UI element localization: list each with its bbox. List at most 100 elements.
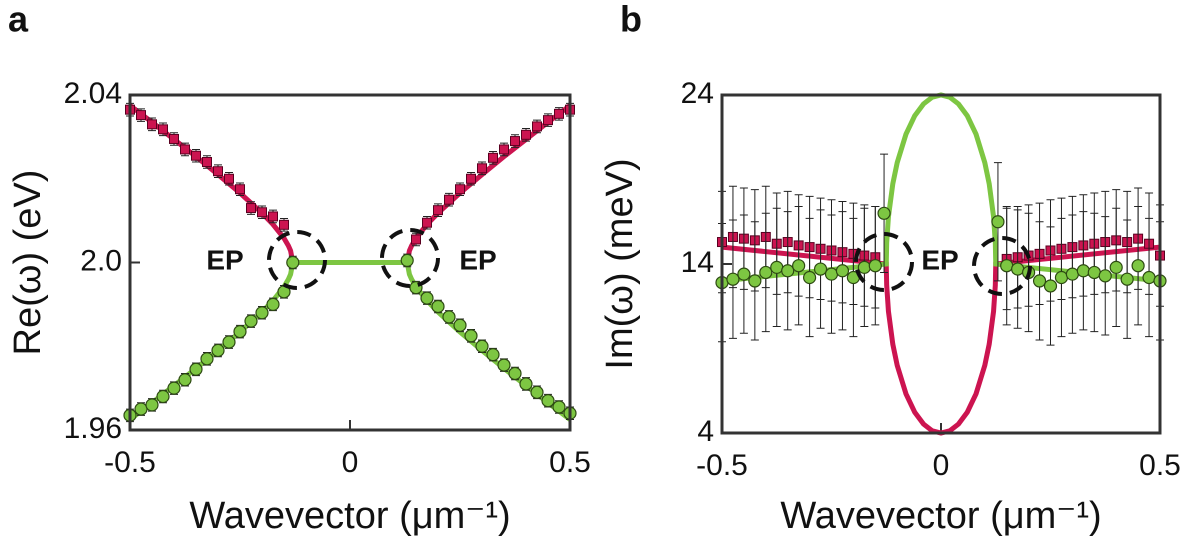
y-tick-label: 24	[681, 77, 714, 110]
ep-circle	[380, 228, 440, 288]
data-point	[781, 264, 795, 278]
y-tick-label: 4	[697, 415, 714, 448]
panel-label: b	[620, 0, 642, 40]
y-axis-title: Re(ω) (eV)	[7, 170, 49, 356]
data-point	[1076, 264, 1090, 278]
data-point	[466, 173, 476, 184]
data-point	[246, 203, 256, 214]
data-point	[191, 150, 201, 161]
panel-label: a	[8, 0, 29, 40]
data-point	[257, 207, 267, 218]
y-tick-label: 14	[681, 246, 714, 279]
data-point	[464, 329, 478, 343]
data-point	[488, 152, 498, 163]
data-point	[279, 219, 289, 230]
data-point	[400, 253, 414, 268]
data-point	[1000, 259, 1014, 273]
data-point	[519, 377, 533, 391]
ep-circle	[854, 232, 914, 292]
data-point	[770, 260, 784, 274]
x-tick-label: 0	[342, 446, 359, 479]
data-point	[857, 260, 871, 274]
data-point	[136, 110, 146, 121]
data-point	[1032, 274, 1047, 288]
data-point	[433, 205, 443, 216]
ep-circle	[972, 236, 1032, 296]
data-point	[255, 306, 269, 320]
data-point	[158, 124, 168, 135]
data-point	[222, 335, 236, 349]
data-point	[211, 343, 225, 358]
data-point	[835, 264, 850, 278]
theory-curve	[128, 103, 572, 263]
y-tick-label: 2.04	[64, 77, 122, 110]
data-point	[726, 272, 740, 286]
data-point	[1142, 270, 1156, 285]
data-point	[868, 259, 882, 273]
data-point	[422, 217, 432, 228]
x-tick-label: -0.5	[696, 449, 748, 482]
data-point	[1065, 267, 1080, 281]
data-point	[737, 267, 751, 281]
data-point	[475, 339, 489, 353]
x-tick-label: -0.5	[104, 446, 156, 479]
data-point	[541, 394, 555, 408]
data-point	[167, 381, 181, 395]
data-point	[508, 366, 522, 381]
data-point	[266, 297, 280, 311]
data-point	[156, 389, 170, 404]
data-point	[748, 274, 762, 288]
data-point	[235, 184, 245, 195]
data-point	[411, 234, 421, 245]
data-point	[824, 267, 839, 281]
data-point	[147, 119, 157, 130]
data-point	[189, 362, 203, 376]
data-point	[1011, 262, 1025, 276]
data-point	[455, 184, 465, 195]
data-point	[521, 129, 531, 140]
x-axis-title: Wavevector (μm⁻¹)	[780, 495, 1101, 537]
y-axis-title: Im(ω) (meV)	[599, 158, 641, 369]
y-tick-label: 2.0	[80, 244, 122, 277]
data-point	[224, 173, 234, 184]
y-tick-label: 1.96	[64, 412, 122, 445]
plot-frame	[128, 93, 572, 432]
data-point	[510, 136, 520, 147]
annotation: EP	[206, 244, 243, 275]
data-point	[802, 270, 817, 285]
data-point	[233, 324, 247, 339]
data-point	[431, 299, 445, 314]
data-point	[244, 314, 258, 328]
plot-frame	[720, 93, 1162, 435]
data-point	[134, 402, 148, 416]
data-point	[1131, 259, 1145, 273]
data-point	[552, 400, 566, 414]
data-point	[792, 259, 806, 273]
data-point	[497, 358, 511, 372]
data-point	[499, 144, 509, 155]
data-point	[477, 163, 487, 174]
data-point	[991, 215, 1005, 229]
data-point	[286, 255, 300, 270]
data-point	[532, 121, 542, 132]
data-point	[543, 115, 553, 126]
data-point	[813, 262, 828, 276]
x-tick-label: 0.5	[1139, 449, 1181, 482]
data-point	[145, 398, 159, 412]
data-point	[1054, 270, 1069, 285]
data-point	[759, 265, 773, 280]
data-point	[1087, 265, 1101, 280]
data-point	[1120, 272, 1134, 286]
data-point	[178, 373, 192, 387]
ep-circle	[267, 230, 327, 290]
data-point	[877, 206, 891, 220]
data-point	[442, 310, 456, 324]
data-point	[554, 108, 564, 119]
data-point	[1043, 279, 1058, 293]
x-axis-title: Wavevector (μm⁻¹)	[189, 495, 510, 537]
theory-curve	[128, 260, 572, 422]
annotation: EP	[921, 244, 958, 275]
data-point	[1098, 269, 1112, 283]
data-point	[213, 166, 223, 177]
